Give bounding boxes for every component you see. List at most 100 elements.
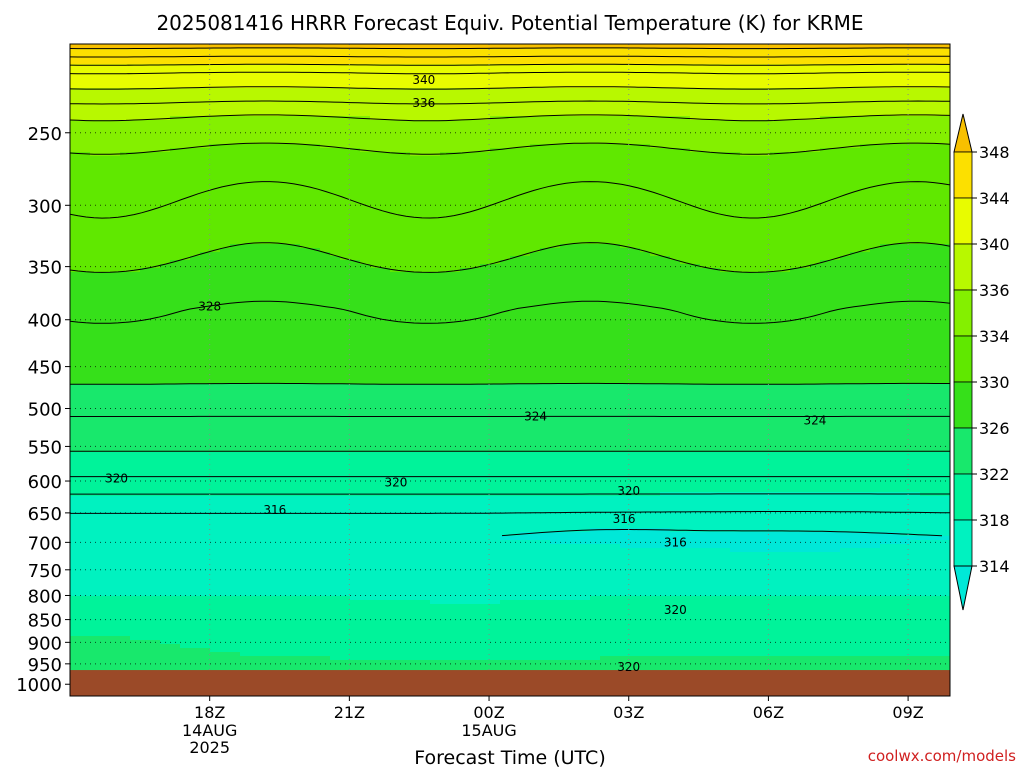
fill-cell [460,212,471,217]
fill-cell [890,120,901,125]
fill-cell [570,224,581,229]
fill-cell [630,188,641,193]
fill-cell [190,240,201,245]
fill-cell [200,168,211,173]
fill-cell [890,184,901,189]
fill-cell [870,176,881,181]
fill-cell [910,204,921,209]
fill-cell [930,216,941,221]
fill-cell [460,216,471,221]
fill-cell [850,84,861,89]
fill-cell [770,160,781,165]
fill-cell [600,152,611,157]
fill-cell [940,148,950,153]
fill-cell [700,176,711,181]
fill-cell [320,260,331,265]
fill-cell [640,76,651,81]
fill-cell [800,236,811,241]
fill-cell [930,172,941,177]
fill-cell [880,260,891,265]
fill-cell [670,224,681,229]
fill-cell [940,152,950,157]
fill-cell [170,236,181,241]
fill-cell [240,204,251,209]
fill-cell [150,132,161,137]
fill-cell [850,204,861,209]
fill-cell [490,124,501,129]
fill-cell [730,188,741,193]
fill-cell [780,164,791,169]
fill-cell [480,256,491,261]
fill-cell [650,48,661,53]
fill-cell [430,164,441,169]
fill-cell [120,200,131,205]
fill-cell [330,160,341,165]
fill-cell [340,228,351,233]
fill-cell [460,100,471,105]
fill-cell [150,112,161,117]
fill-cell [920,240,931,245]
fill-cell [380,260,391,265]
fill-cell [740,108,751,113]
fill-cell [510,88,521,93]
fill-cell [940,84,950,89]
fill-cell [710,88,721,93]
fill-cell [770,136,781,141]
fill-cell [920,116,931,121]
fill-cell [250,140,261,145]
fill-cell [300,136,311,141]
fill-cell [320,84,331,89]
fill-cell [840,144,851,149]
fill-cell [430,176,441,181]
fill-cell [930,100,941,105]
fill-cell [840,168,851,173]
fill-cell [890,88,901,93]
fill-cell [740,224,751,229]
fill-cell [430,68,441,73]
fill-cell [400,144,411,149]
fill-cell [250,104,261,109]
fill-cell [390,216,401,221]
fill-cell [320,248,331,253]
fill-cell [770,144,781,149]
fill-cell [500,128,511,133]
fill-cell [290,168,301,173]
fill-cell [630,208,641,213]
fill-cell [90,44,101,49]
fill-cell [470,120,481,125]
fill-cell [200,120,211,125]
fill-cell [860,180,871,185]
fill-cell [610,192,621,197]
fill-cell [920,80,931,85]
fill-cell [190,52,201,57]
fill-cell [110,144,121,149]
fill-cell [650,132,661,137]
fill-cell [480,184,491,189]
fill-cell [300,176,311,181]
fill-cell [660,184,671,189]
fill-cell [250,68,261,73]
fill-cell [280,132,291,137]
fill-cell [420,256,431,261]
fill-cell [510,156,521,161]
fill-cell [630,44,641,49]
fill-cell [820,88,831,93]
fill-cell [670,76,681,81]
fill-cell [930,256,941,261]
fill-cell [600,228,611,233]
fill-cell [610,200,621,205]
fill-cell [600,164,611,169]
fill-cell [710,120,721,125]
fill-cell [410,164,421,169]
fill-cell [310,76,321,81]
fill-cell [760,104,771,109]
fill-cell [800,108,811,113]
fill-cell [240,148,251,153]
fill-cell [470,212,481,217]
fill-cell [100,192,111,197]
fill-cell [140,108,151,113]
fill-cell [730,64,741,69]
fill-cell [610,164,621,169]
fill-cell [800,148,811,153]
fill-cell [740,176,751,181]
